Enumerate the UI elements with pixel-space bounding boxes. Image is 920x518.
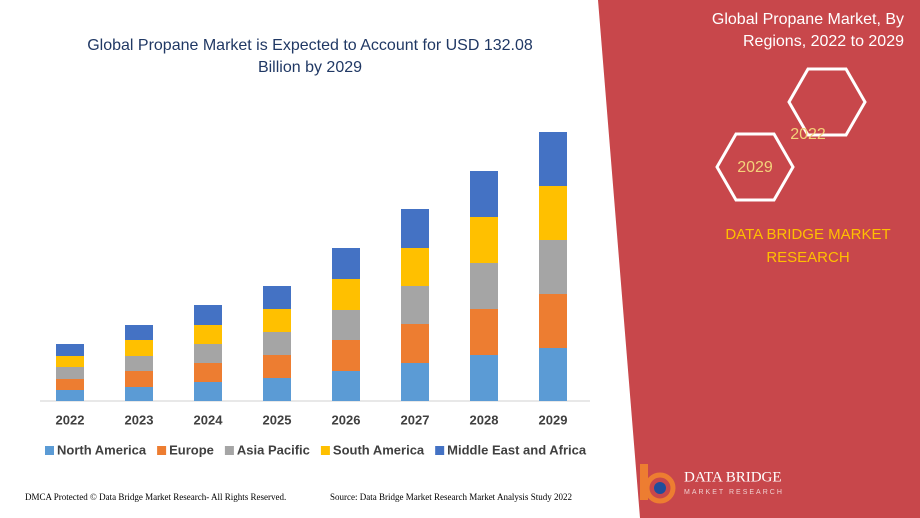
logo-mark <box>640 464 648 500</box>
bar-segment <box>401 209 429 248</box>
brand-text: DATA BRIDGE MARKET <box>725 226 890 243</box>
bar-segment <box>125 356 153 371</box>
bar-segment <box>263 309 291 332</box>
bar-segment <box>332 248 360 279</box>
bar-segment <box>125 340 153 356</box>
x-tick-label: 2023 <box>125 412 154 427</box>
bar-segment <box>470 309 498 355</box>
x-tick-label: 2022 <box>56 412 85 427</box>
chart-title: Global Propane Market is Expected to Acc… <box>87 37 533 54</box>
bar-segment <box>332 279 360 310</box>
legend-swatch <box>435 446 445 455</box>
bar-segment <box>56 356 84 367</box>
hex-label: 2029 <box>737 159 773 176</box>
logo-mark <box>644 472 676 504</box>
bar-segment <box>401 248 429 286</box>
bar-segment <box>539 132 567 186</box>
bar-segment <box>539 186 567 240</box>
panel-title: Regions, 2022 to 2029 <box>743 33 904 50</box>
legend-swatch <box>224 446 234 455</box>
bar-segment <box>401 286 429 324</box>
bar-segment <box>194 382 222 401</box>
bar-segment <box>539 240 567 294</box>
footer-copyright: DMCA Protected © Data Bridge Market Rese… <box>25 492 286 502</box>
bar-segment <box>539 348 567 401</box>
bar-segment <box>539 294 567 348</box>
bar-segment <box>263 332 291 355</box>
legend-swatch <box>320 446 330 455</box>
bar-segment <box>470 263 498 309</box>
x-tick-label: 2025 <box>263 412 292 427</box>
legend-swatch <box>157 446 167 455</box>
bar-segment <box>194 325 222 344</box>
bar-segment <box>56 390 84 401</box>
bar-segment <box>263 286 291 309</box>
x-tick-label: 2028 <box>470 412 499 427</box>
x-tick-label: 2026 <box>332 412 361 427</box>
hex-label: 2022 <box>790 126 826 143</box>
legend-label: North America <box>57 442 147 457</box>
bar-segment <box>470 355 498 401</box>
bar-segment <box>125 325 153 340</box>
legend-label: Europe <box>169 442 214 457</box>
logo-subtext: MARKET RESEARCH <box>684 489 784 496</box>
hexagon <box>715 132 795 202</box>
logo-mark <box>654 482 666 494</box>
bar-segment <box>56 344 84 356</box>
bar-segment <box>332 371 360 401</box>
brand-text: RESEARCH <box>766 249 849 266</box>
bar-segment <box>125 371 153 387</box>
bar-segment <box>401 363 429 401</box>
chart-title: Billion by 2029 <box>258 59 362 76</box>
x-tick-label: 2029 <box>539 412 568 427</box>
bar-segment <box>332 310 360 340</box>
legend-label: Asia Pacific <box>237 442 310 457</box>
bar-segment <box>194 305 222 325</box>
legend-label: Middle East and Africa <box>447 442 587 457</box>
bar-segment <box>332 340 360 371</box>
logo: DATA BRIDGE MARKET RESEARCH <box>640 464 784 504</box>
bar-segment <box>401 324 429 363</box>
x-tick-label: 2024 <box>194 412 224 427</box>
panel-title: Global Propane Market, By <box>712 11 904 28</box>
bar-segment <box>263 378 291 401</box>
bar-segment <box>470 217 498 263</box>
bar-segment <box>263 355 291 378</box>
x-tick-label: 2027 <box>401 412 430 427</box>
hexagon <box>787 67 867 137</box>
bar-segment <box>56 379 84 390</box>
bar-segment <box>470 171 498 217</box>
bar-segment <box>194 344 222 363</box>
legend-label: South America <box>333 442 425 457</box>
bar-segment <box>125 387 153 401</box>
footer-source: Source: Data Bridge Market Research Mark… <box>330 492 572 502</box>
bar-segment <box>56 367 84 379</box>
side-panel <box>598 0 920 518</box>
bar-segment <box>194 363 222 382</box>
logo-text: DATA BRIDGE <box>684 469 782 485</box>
legend-swatch <box>45 446 54 455</box>
